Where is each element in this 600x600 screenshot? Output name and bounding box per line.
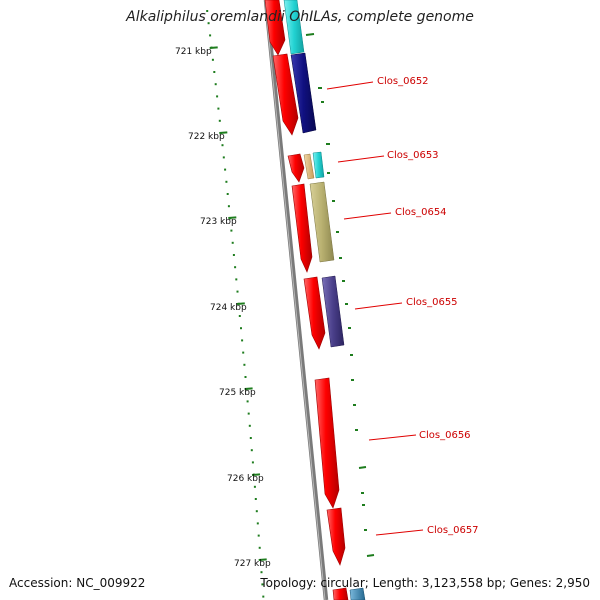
feature-block-cyan-top[interactable] — [283, 0, 305, 55]
minor-tick — [222, 156, 225, 159]
genome-backbone-highlight — [264, 0, 326, 600]
minor-tick — [255, 510, 258, 513]
gene-label-clos0656[interactable]: Clos_0656 — [419, 430, 471, 441]
minor-tick — [235, 278, 238, 281]
cds-arrow-clos0655[interactable] — [303, 276, 326, 350]
cds-arrow-clos0653[interactable] — [287, 153, 305, 183]
minor-tick — [242, 351, 245, 354]
minor-tick — [206, 10, 209, 12]
minor-tick — [234, 266, 237, 269]
kbp-label-721: 721 kbp — [175, 47, 212, 57]
minor-tick — [216, 95, 219, 98]
gene-label-clos0653[interactable]: Clos_0653 — [387, 150, 439, 161]
cds-arrow-top[interactable] — [264, 0, 286, 56]
gene-label-clos0657[interactable]: Clos_0657 — [427, 525, 479, 536]
major-tick — [209, 46, 218, 49]
cds-arrow-clos0656[interactable] — [314, 377, 340, 509]
cds-arrow-clos0654[interactable] — [291, 183, 313, 273]
major-tick — [219, 131, 228, 134]
minor-tick — [260, 571, 263, 574]
label-leaders — [326, 81, 424, 536]
kbp-tick-scale — [206, 10, 267, 598]
feature-block-steel[interactable] — [349, 587, 366, 600]
minor-tick — [240, 327, 242, 330]
minor-tick — [221, 144, 224, 147]
minor-tick — [243, 363, 246, 366]
genome-summary-text: Topology: circular; Length: 3,123,558 bp… — [260, 576, 590, 590]
minor-tick — [249, 437, 252, 439]
genome-backbone — [263, 0, 329, 600]
feature-block-cyan-small[interactable] — [312, 151, 325, 179]
cds-arrow-clos0652[interactable] — [272, 53, 299, 136]
gene-label-clos0655[interactable]: Clos_0655 — [406, 297, 458, 308]
major-tick — [258, 558, 267, 561]
minor-tick — [257, 534, 260, 537]
minor-tick — [226, 193, 229, 195]
feature-block-slate[interactable] — [321, 275, 345, 348]
major-tick — [251, 473, 261, 476]
minor-tick — [247, 412, 250, 415]
minor-tick — [261, 583, 264, 586]
kbp-label-727: 727 kbp — [234, 559, 271, 569]
minor-tick — [213, 71, 216, 73]
minor-tick — [225, 180, 228, 183]
kbp-label-724: 724 kbp — [210, 303, 247, 313]
major-tick — [236, 302, 245, 305]
minor-tick — [244, 376, 247, 378]
minor-tick — [241, 339, 244, 342]
major-tick — [228, 216, 237, 219]
gene-label-clos0654[interactable]: Clos_0654 — [395, 207, 447, 218]
minor-tick — [238, 315, 241, 317]
minor-tick — [250, 449, 253, 452]
kbp-label-723: 723 kbp — [200, 217, 237, 227]
major-tick — [244, 387, 253, 390]
minor-tick — [218, 119, 221, 122]
kbp-label-726: 726 kbp — [227, 474, 264, 484]
minor-tick — [211, 58, 214, 61]
cds-features-outer — [283, 0, 366, 600]
minor-tick — [248, 424, 251, 427]
minor-tick — [236, 290, 239, 293]
minor-tick — [217, 107, 220, 110]
minor-tick — [230, 229, 233, 232]
cds-arrow-clos0657[interactable] — [326, 507, 346, 566]
minor-tick — [232, 254, 235, 256]
minor-tick — [246, 400, 249, 403]
outer-ring-ticks — [305, 33, 375, 557]
minor-tick — [207, 22, 210, 25]
cds-arrow-bottom[interactable] — [332, 587, 349, 600]
gene-label-clos0652[interactable]: Clos_0652 — [377, 76, 429, 87]
minor-tick — [227, 205, 230, 208]
feature-block-khaki[interactable] — [309, 181, 335, 263]
minor-tick — [253, 485, 256, 488]
kbp-label-725: 725 kbp — [219, 388, 256, 398]
minor-tick — [231, 241, 234, 244]
feature-block-navy[interactable] — [290, 52, 317, 134]
minor-tick — [209, 34, 212, 37]
accession-text: Accession: NC_009922 — [9, 576, 146, 590]
kbp-label-722: 722 kbp — [188, 132, 225, 142]
minor-tick — [214, 83, 217, 86]
map-title: Alkaliphilus oremlandii OhILAs, complete… — [126, 9, 474, 25]
feature-block-tan[interactable] — [303, 153, 315, 180]
minor-tick — [258, 546, 261, 549]
minor-tick — [224, 168, 227, 171]
minor-tick — [254, 498, 257, 500]
minor-tick — [251, 461, 254, 464]
minor-tick — [256, 522, 259, 525]
cds-features-inner — [264, 0, 349, 600]
minor-tick — [262, 595, 265, 598]
